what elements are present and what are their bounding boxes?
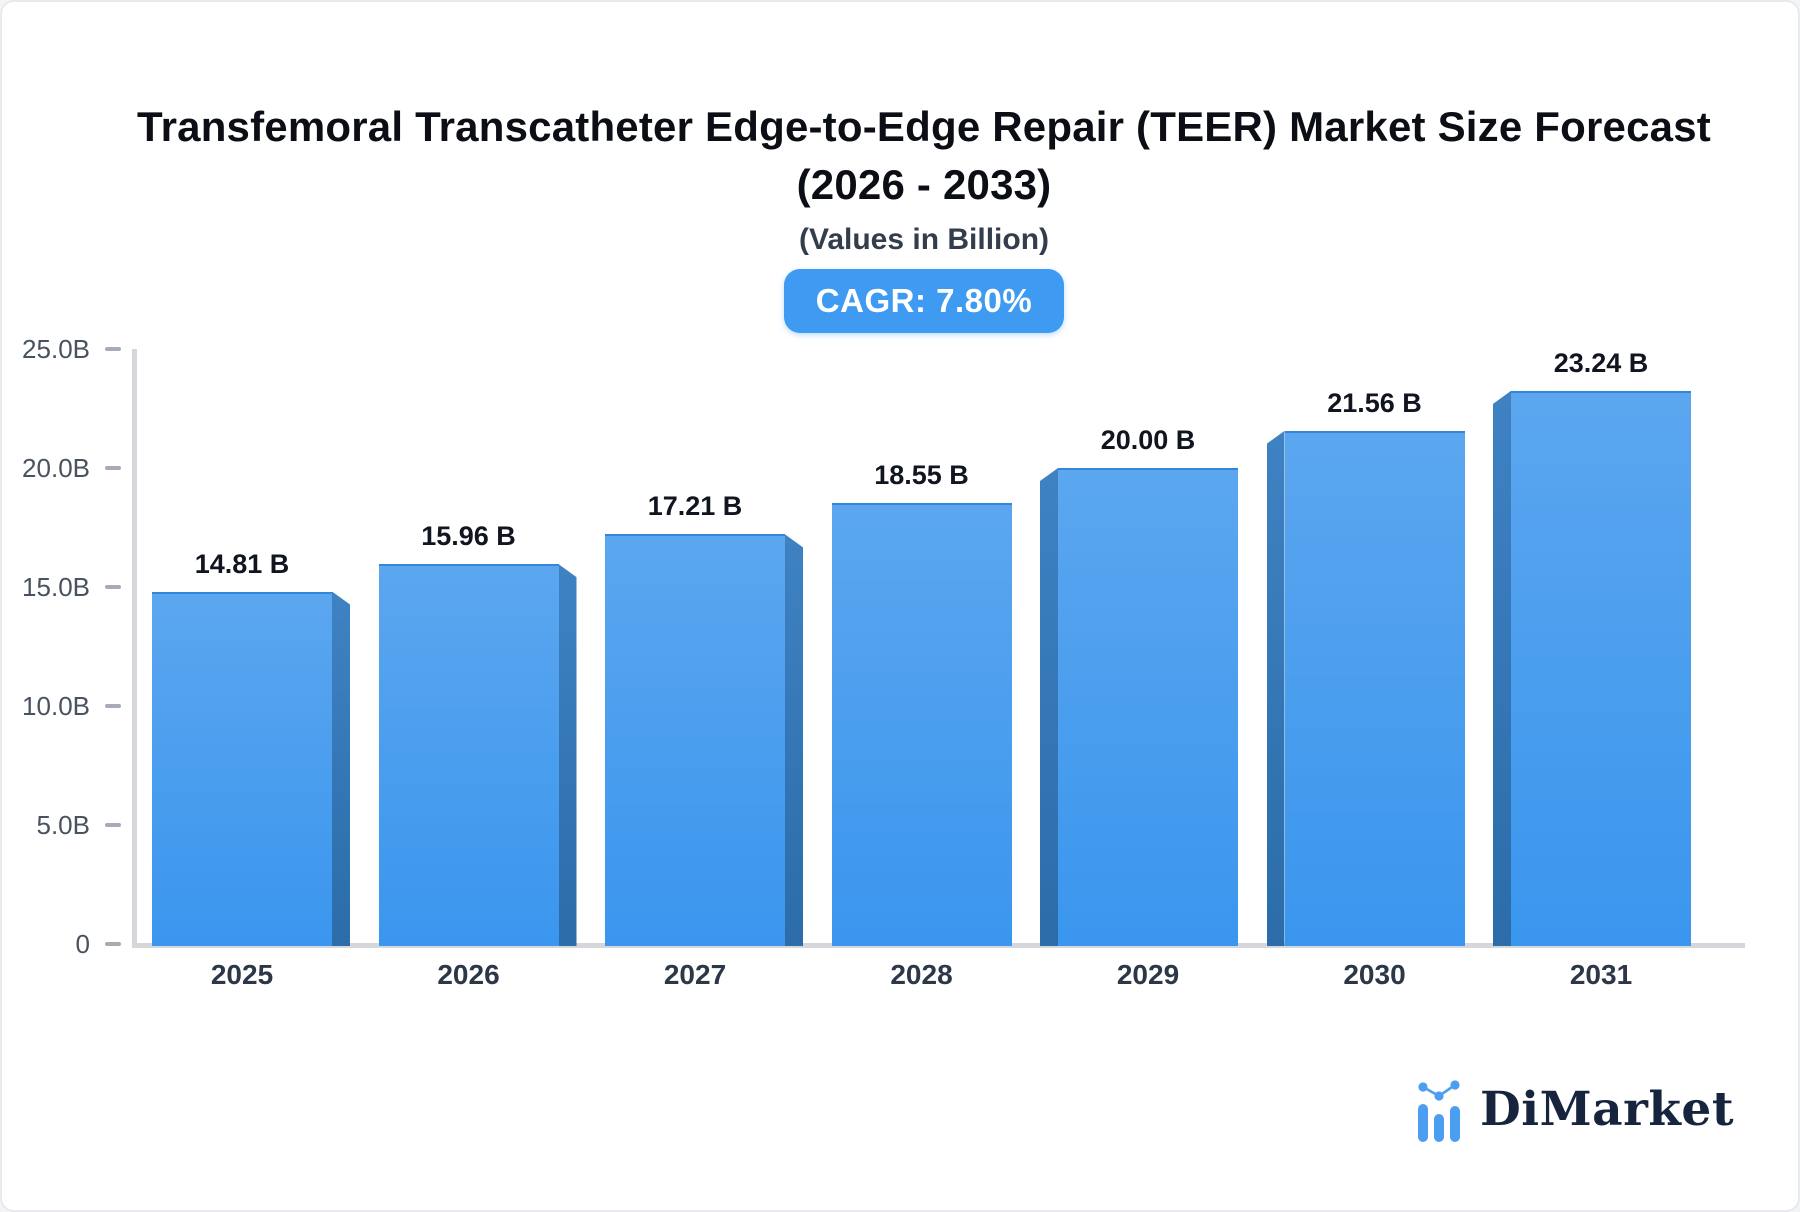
- brand-logo-icon: [1418, 1080, 1460, 1142]
- y-tick-label-15.0B: 15.0B: [22, 572, 90, 602]
- chart-title-line2: (2026 - 2033): [796, 161, 1052, 208]
- bar-value-label-2030: 21.56 B: [1327, 387, 1422, 418]
- x-tick-label-2026: 2026: [437, 959, 500, 990]
- y-axis-line: [132, 349, 137, 948]
- y-tick-label-20.0B: 20.0B: [22, 453, 90, 483]
- bar-side-2026: [558, 564, 577, 946]
- y-tick-label-10.0B: 10.0B: [22, 691, 90, 721]
- y-tick-mark: [105, 823, 121, 827]
- bar-2026: [378, 564, 559, 946]
- bar-side-2031: [1493, 390, 1511, 946]
- brand-logo-text: DiMarket: [1480, 1082, 1735, 1137]
- bar-2031: [1511, 390, 1691, 946]
- bar-value-label-2025: 14.81 B: [194, 548, 290, 579]
- y-tick-mark: [105, 466, 121, 470]
- y-tick-label-5.0B: 5.0B: [36, 810, 91, 840]
- bar-value-label-2029: 20.00 B: [1100, 425, 1196, 455]
- x-tick-label-2025: 2025: [210, 959, 274, 990]
- bar-2027: [605, 534, 785, 946]
- bar-2028: [831, 502, 1012, 946]
- bar-side-2027: [785, 534, 803, 946]
- x-tick-label-2031: 2031: [1569, 959, 1633, 990]
- bar-value-label-2031: 23.24 B: [1553, 347, 1649, 378]
- x-tick-label-2030: 2030: [1343, 959, 1406, 990]
- brand-logo: DiMarket: [1416, 1078, 1734, 1142]
- bar-side-2025: [332, 591, 350, 946]
- bar-2025: [152, 591, 332, 946]
- bar-2029: [1058, 468, 1238, 946]
- x-tick-label-2027: 2027: [663, 959, 727, 990]
- y-tick-mark: [105, 585, 121, 589]
- cagr-badge: CAGR: 7.80%: [783, 269, 1065, 333]
- y-tick-mark: [105, 347, 121, 351]
- bar-side-2030: [1266, 430, 1285, 946]
- y-tick-mark: [105, 704, 121, 708]
- chart-header: Transfemoral Transcatheter Edge-to-Edge …: [24, 98, 1798, 333]
- bar-value-label-2028: 18.55 B: [874, 459, 969, 490]
- bar-side-2029: [1040, 468, 1058, 946]
- chart-title-line1: Transfemoral Transcatheter Edge-to-Edge …: [137, 103, 1711, 150]
- x-tick-label-2029: 2029: [1116, 959, 1180, 990]
- y-tick-label-25.0B: 25.0B: [22, 334, 90, 364]
- x-tick-label-2028: 2028: [890, 959, 953, 990]
- bar-2030: [1284, 430, 1465, 946]
- bar-value-label-2027: 17.21 B: [647, 491, 743, 522]
- y-tick-label-0: 0: [75, 929, 90, 959]
- bar-value-label-2026: 15.96 B: [421, 521, 516, 552]
- chart-subtitle: (Values in Billion): [798, 223, 1050, 256]
- y-tick-mark: [105, 942, 121, 946]
